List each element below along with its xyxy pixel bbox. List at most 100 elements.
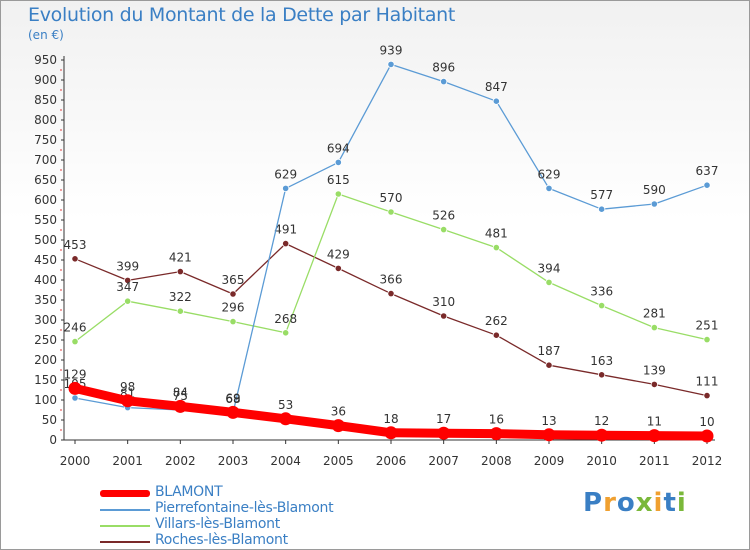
data-point: [545, 361, 553, 369]
data-label: 939: [380, 43, 403, 57]
data-point: [492, 331, 500, 339]
data-label: 296: [222, 301, 245, 315]
data-label: 36: [331, 405, 346, 419]
x-tick-label: 2005: [323, 454, 354, 468]
data-point: [492, 97, 500, 105]
data-label: 13: [541, 414, 556, 428]
data-point: [545, 184, 553, 192]
data-label: 694: [327, 141, 350, 155]
proxiti-logo: Proxiti: [583, 488, 687, 518]
data-label: 491: [274, 223, 297, 237]
data-label: 365: [222, 273, 245, 287]
data-point: [121, 394, 135, 408]
data-point: [282, 329, 290, 337]
data-point: [387, 208, 395, 216]
x-tick-label: 2004: [270, 454, 301, 468]
data-label: 163: [590, 354, 613, 368]
y-tick-label: 900: [34, 73, 57, 87]
data-label: 399: [116, 259, 139, 273]
logo-letter: i: [676, 488, 687, 518]
y-tick-label: 450: [34, 253, 57, 267]
data-label: 69: [225, 391, 240, 405]
data-point: [334, 264, 342, 272]
data-point: [489, 427, 503, 441]
y-tick-label: 50: [42, 413, 57, 427]
data-point: [440, 78, 448, 86]
data-point: [176, 267, 184, 276]
data-point: [700, 429, 714, 443]
logo-letter: i: [653, 488, 664, 518]
legend-item-pierrefontaine: Pierrefontaine-lès-Blamont: [100, 500, 420, 517]
x-tick-label: 2000: [60, 454, 91, 468]
legend-label: BLAMONT: [155, 484, 223, 500]
data-label: 17: [436, 412, 451, 426]
data-point: [703, 181, 711, 189]
data-point: [492, 244, 500, 252]
data-point: [176, 307, 184, 315]
y-tick-label: 550: [34, 213, 57, 227]
data-point: [229, 290, 237, 298]
y-tick-label: 250: [34, 333, 57, 347]
legend-swatch: [100, 525, 150, 527]
data-label: 268: [274, 312, 297, 326]
logo-letter: r: [603, 488, 617, 518]
y-tick-label: 600: [34, 193, 57, 207]
legend-label: Villars-lès-Blamont: [155, 516, 280, 532]
data-label: 629: [274, 167, 297, 181]
data-point: [384, 426, 398, 440]
x-tick-label: 2006: [376, 454, 407, 468]
data-label: 347: [116, 280, 139, 294]
y-tick-label: 800: [34, 113, 57, 127]
data-point: [68, 381, 82, 395]
data-label: 310: [432, 295, 455, 309]
y-tick-label: 950: [34, 53, 57, 67]
data-point: [282, 240, 290, 248]
data-point: [387, 60, 395, 69]
data-label: 251: [696, 319, 719, 333]
data-label: 246: [64, 321, 87, 335]
y-tick-label: 700: [34, 153, 57, 167]
data-label: 84: [173, 385, 188, 399]
data-point: [282, 184, 290, 192]
chart-title: Evolution du Montant de la Dette par Hab…: [28, 4, 456, 26]
y-tick-label: 350: [34, 293, 57, 307]
data-label: 322: [169, 290, 192, 304]
data-label: 16: [489, 413, 504, 427]
data-point: [440, 226, 448, 234]
logo-letter: P: [583, 488, 604, 518]
y-tick-label: 650: [34, 173, 57, 187]
data-label: 577: [590, 188, 613, 202]
data-label: 281: [643, 307, 666, 321]
data-label: 366: [380, 273, 403, 287]
line-chart: 0 50 100 150 200 250 300 350 400 450 500 550 600 650 7…: [34, 43, 722, 468]
data-label: 453: [64, 238, 87, 252]
data-point: [437, 426, 451, 440]
data-label: 429: [327, 247, 350, 261]
y-tick-label: 100: [34, 393, 57, 407]
data-label: 18: [383, 412, 398, 426]
legend: BLAMONT Pierrefontaine-lès-Blamont Villa…: [100, 484, 420, 549]
data-label: 53: [278, 398, 293, 412]
y-tick-label: 150: [34, 373, 57, 387]
data-label: 111: [696, 375, 719, 389]
data-point: [440, 312, 448, 320]
data-label: 68: [225, 392, 240, 406]
data-point: [334, 190, 342, 198]
data-label: 187: [538, 344, 561, 358]
logo-letter: t: [663, 488, 677, 518]
data-label: 139: [643, 363, 666, 377]
data-label: 481: [485, 227, 508, 241]
data-label: 11: [647, 415, 662, 429]
y-tick-label: 0: [49, 433, 57, 447]
data-point: [598, 205, 606, 213]
data-label: 12: [594, 414, 609, 428]
data-point: [71, 394, 79, 402]
data-point: [598, 301, 606, 310]
data-label: 526: [432, 209, 455, 223]
data-point: [124, 276, 132, 284]
series-line: [74, 193, 708, 343]
data-point: [71, 337, 79, 346]
data-label: 75: [173, 389, 188, 403]
data-label: 129: [64, 367, 87, 381]
